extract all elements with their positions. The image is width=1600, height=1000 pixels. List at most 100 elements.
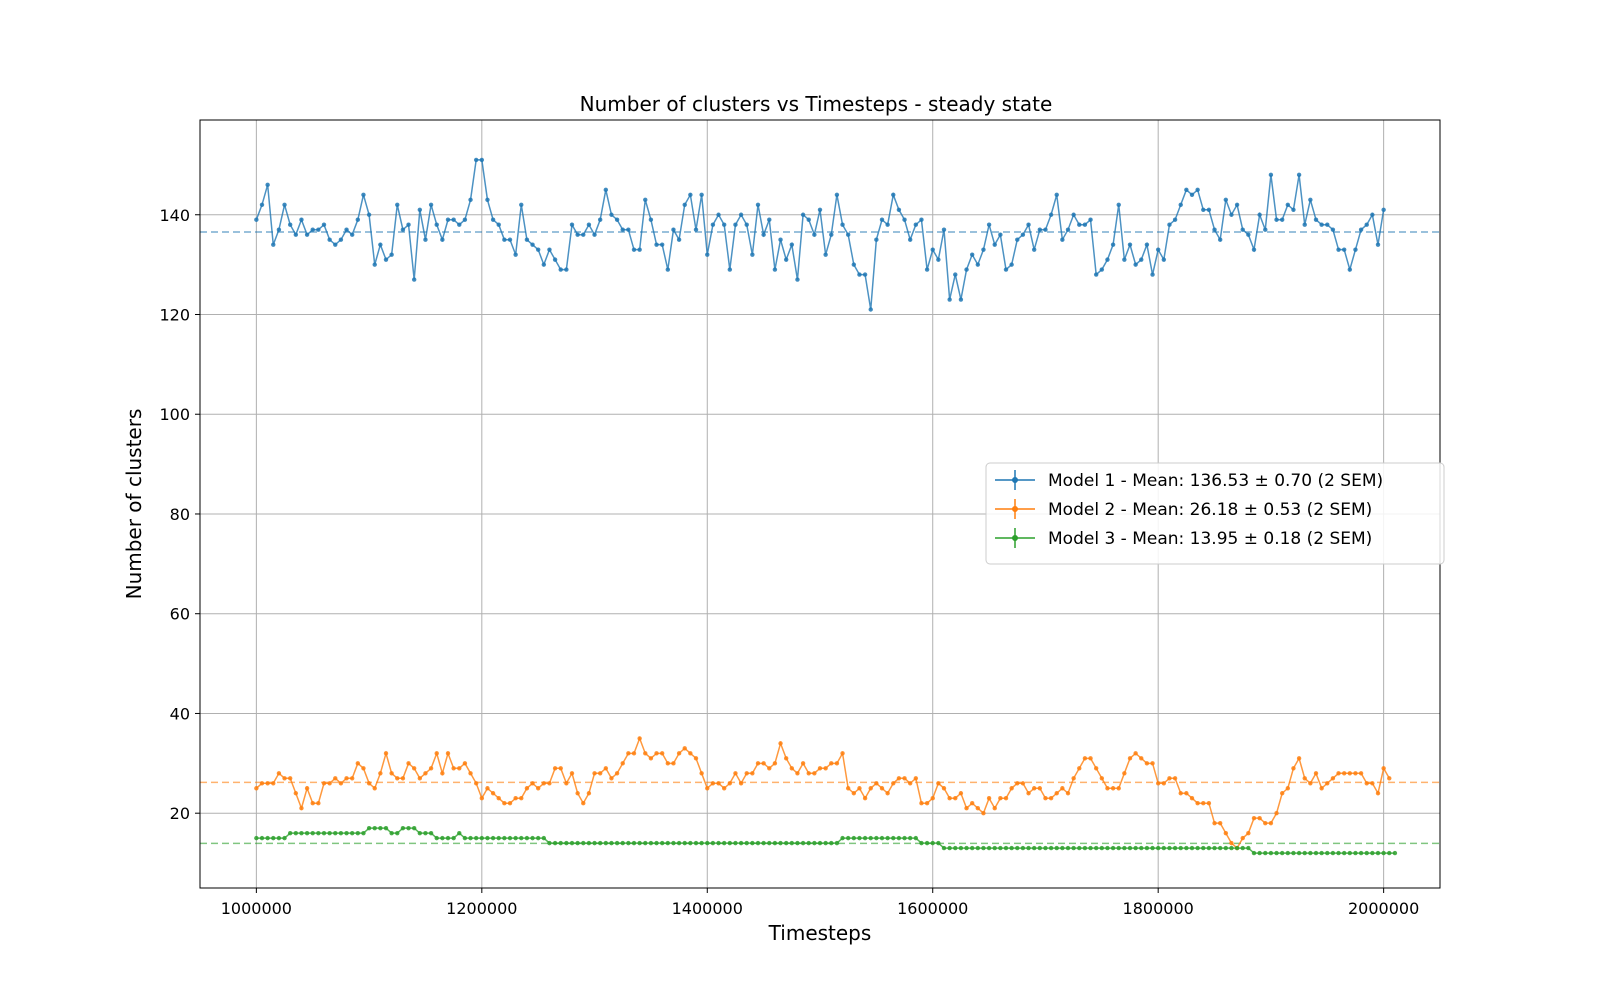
- series-1-point: [592, 232, 597, 237]
- series-2-point: [1093, 766, 1099, 771]
- series-3-point: [626, 840, 631, 846]
- series-1-point: [586, 222, 592, 227]
- y-axis-label: Number of clusters: [122, 409, 146, 600]
- series-1-point: [1201, 207, 1206, 212]
- series-3-point: [271, 835, 276, 841]
- series-1-point: [941, 227, 947, 232]
- series-1-point: [716, 212, 721, 217]
- series-2: [254, 736, 1392, 851]
- series-2-point: [891, 781, 896, 786]
- series-3-point: [1392, 850, 1398, 856]
- series-2-point: [761, 761, 766, 766]
- series-3-point: [333, 830, 338, 836]
- series-3-point: [913, 835, 919, 841]
- series-2-point: [1031, 786, 1037, 791]
- series-3-point: [1223, 845, 1229, 851]
- series-1-point: [789, 242, 795, 247]
- series-2-point: [1330, 776, 1336, 781]
- series-2-point: [800, 761, 806, 766]
- series-2-point: [829, 761, 834, 766]
- series-3-point: [778, 840, 783, 846]
- series-1-point: [829, 232, 834, 237]
- series-3-point: [1319, 850, 1324, 856]
- series-2-point: [530, 781, 535, 786]
- series-1-point: [490, 217, 496, 222]
- series-3-point: [800, 840, 806, 846]
- series-3-point: [592, 840, 597, 846]
- series-3-point: [1291, 850, 1296, 856]
- series-1-point: [1234, 202, 1240, 207]
- series-2-point: [1167, 776, 1172, 781]
- y-tick-label: 20: [170, 804, 190, 823]
- series-3-point: [389, 830, 394, 836]
- series-1-point: [1127, 242, 1133, 247]
- series-3-point: [575, 840, 580, 846]
- series-3-point: [738, 840, 744, 846]
- series-2-point: [440, 771, 445, 776]
- series-1-point: [1263, 227, 1268, 232]
- series-1-point: [648, 217, 654, 222]
- y-tick-label: 60: [170, 605, 190, 624]
- series-3-point: [485, 835, 490, 841]
- series-1-point: [643, 197, 648, 202]
- series-1-point: [1212, 227, 1217, 232]
- series-2-point: [451, 766, 456, 771]
- series-2-point: [648, 756, 654, 761]
- series-3-point: [750, 840, 755, 846]
- series-1-point: [1240, 227, 1245, 232]
- series-3-point: [1150, 845, 1155, 851]
- series-1-point: [930, 247, 935, 252]
- series-2-point: [1077, 766, 1082, 771]
- series-1-point: [1246, 232, 1251, 237]
- series-1-point: [1274, 217, 1279, 222]
- series-1-point: [891, 192, 896, 198]
- series-1-point: [361, 192, 366, 198]
- series-1-point: [817, 207, 823, 212]
- series-3-point: [265, 835, 270, 841]
- series-3-point: [885, 835, 890, 841]
- series-2-point: [806, 771, 811, 776]
- series-2-point: [1026, 791, 1031, 796]
- series-3-point: [1251, 850, 1257, 856]
- series-2-point: [789, 766, 795, 771]
- series-3-point: [372, 825, 377, 831]
- series-1-point: [417, 207, 423, 212]
- series-3-point: [845, 835, 851, 841]
- series-2-point: [586, 791, 592, 796]
- series-3-point: [1077, 845, 1082, 851]
- x-tick-label: 2000000: [1348, 899, 1419, 918]
- series-2-point: [874, 781, 879, 786]
- series-3-point: [986, 845, 992, 851]
- series-3-point: [1043, 845, 1048, 851]
- series-1-point: [1364, 222, 1369, 227]
- series-1-point: [958, 297, 964, 302]
- series-1-point: [1077, 222, 1082, 227]
- series-2-point: [896, 776, 902, 781]
- series-1-point: [1105, 257, 1110, 262]
- series-3-point: [1381, 850, 1386, 856]
- series-1-point: [338, 237, 344, 242]
- series-2-point: [705, 786, 710, 791]
- series-3-point: [1195, 845, 1200, 851]
- series-1-point: [986, 222, 992, 227]
- series-3-point: [941, 845, 947, 851]
- series-1-point: [468, 197, 473, 202]
- series-3-point: [366, 825, 372, 831]
- y-tick-label: 80: [170, 505, 190, 524]
- series-1-point: [761, 232, 766, 237]
- series-1-point: [840, 222, 845, 227]
- series-2-point: [902, 776, 907, 781]
- series-3-point: [862, 835, 868, 841]
- series-1-point: [1003, 267, 1009, 272]
- series-3-point: [581, 840, 586, 846]
- series-3-point: [1364, 850, 1369, 856]
- series-2-point: [721, 786, 727, 791]
- series-1-point: [767, 217, 772, 222]
- series-2-point: [1015, 781, 1020, 786]
- series-2-point: [299, 806, 304, 811]
- y-tick-label: 120: [159, 305, 190, 324]
- series-1-point: [445, 217, 451, 222]
- series-2-point: [1325, 781, 1330, 786]
- series-1-point: [896, 207, 902, 212]
- series-2-point: [1217, 820, 1223, 826]
